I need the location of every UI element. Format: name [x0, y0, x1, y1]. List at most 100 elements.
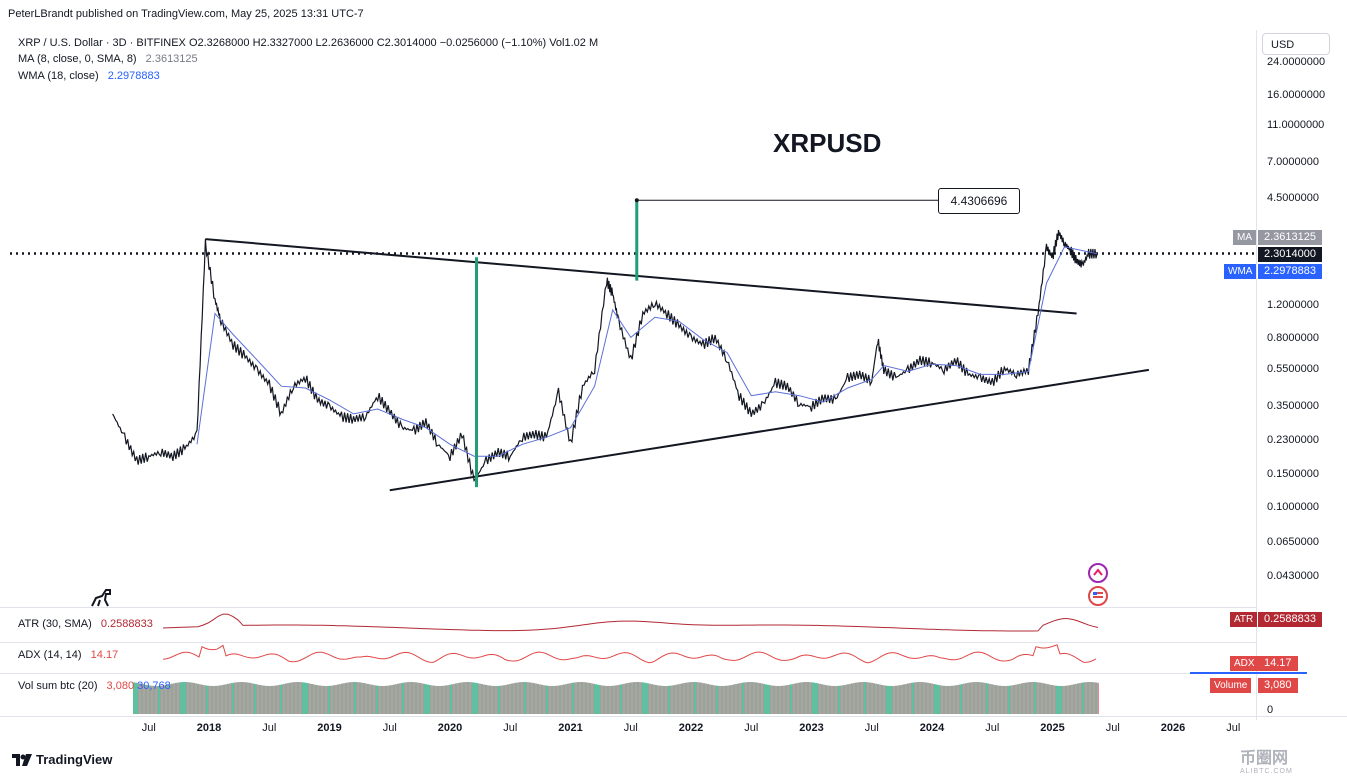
price-tick-label: 1.2000000 [1267, 299, 1319, 312]
atr-value: 0.2588833 [100, 618, 153, 630]
currency-button[interactable]: USD [1262, 33, 1330, 55]
volume-bar [605, 685, 607, 714]
symbol-name[interactable]: XRP / U.S. Dollar · 3D · BITFINEX [18, 37, 186, 49]
pane-separator[interactable] [0, 673, 1256, 674]
volume-bar [943, 685, 945, 714]
volume-bar [647, 683, 649, 714]
volume-bar [505, 684, 507, 714]
volume-bar [1017, 684, 1019, 714]
tradingview-logo[interactable]: TradingView [12, 752, 112, 767]
volume-legend[interactable]: Vol sum btc (20) 3,080 30,768 [18, 680, 171, 692]
volume-bar [965, 683, 967, 714]
volume-bar [933, 683, 935, 714]
volume-bar [899, 685, 901, 714]
volume-bar [687, 682, 689, 714]
volume-bar [625, 683, 627, 714]
volume-bar [819, 683, 821, 714]
price-chart[interactable] [0, 0, 1256, 720]
volume-bar [821, 684, 823, 714]
volume-bar [593, 683, 595, 714]
volume-bar [759, 683, 761, 714]
volume-bar [243, 682, 245, 714]
ma-price-tag: 2.3613125 [1258, 230, 1322, 245]
volume-bar [387, 685, 389, 714]
volume-bar [859, 682, 861, 714]
volume-bar [471, 682, 473, 714]
volume-bar [395, 684, 397, 714]
volume-bar [657, 685, 659, 714]
volume-bar [879, 684, 881, 714]
ai-sparkle-icon[interactable] [1086, 561, 1110, 590]
volume-bar [869, 682, 871, 714]
pane-separator[interactable] [0, 607, 1256, 608]
volume-bar [509, 683, 511, 714]
volume-bar [487, 685, 489, 714]
volume-bar [1035, 682, 1037, 714]
price-tick-label: 0.2300000 [1267, 433, 1319, 446]
dinosaur-icon[interactable] [88, 584, 114, 615]
volume-bar [1043, 683, 1045, 714]
volume-bar [941, 685, 943, 714]
volume-bar [733, 684, 735, 714]
volume-bar [1029, 682, 1031, 714]
volume-bar [191, 682, 193, 714]
volume-bar [785, 685, 787, 714]
volume-value-1: 3,080 [106, 680, 135, 692]
volume-bar [381, 685, 383, 714]
volume-bar [895, 685, 897, 714]
volume-bar [485, 684, 487, 714]
pane-separator[interactable] [0, 642, 1256, 643]
measured-move-label[interactable]: 4.4306696 [938, 188, 1020, 214]
volume-bar [339, 684, 341, 714]
volume-bar [1003, 685, 1005, 714]
volume-bar [375, 685, 377, 714]
volume-bar [659, 685, 661, 714]
volume-bar [361, 682, 363, 714]
volume-bar [141, 683, 143, 714]
volume-bar [645, 682, 647, 714]
volume-bar [691, 682, 693, 714]
volume-bar [719, 685, 721, 714]
volume-bar [783, 685, 785, 714]
volume-bar [597, 684, 599, 714]
volume-bar [667, 685, 669, 714]
volume-bar [795, 683, 797, 714]
volume-bar [227, 683, 229, 714]
volume-bar [705, 683, 707, 714]
volume-bar [649, 683, 651, 714]
volume-bar [481, 684, 483, 714]
volume-bar [483, 684, 485, 714]
volume-bar [279, 684, 281, 714]
volume-bar [761, 683, 763, 714]
volume-bar [1039, 682, 1041, 714]
volume-bar [525, 682, 527, 714]
volume-bar [393, 684, 395, 714]
atr-tag: ATR [1230, 612, 1258, 627]
price-tick-label: 7.0000000 [1267, 156, 1319, 169]
ma-tag: MA [1233, 230, 1256, 245]
price-line [112, 229, 1098, 483]
volume-bar [925, 682, 927, 714]
wma-legend[interactable]: WMA (18, close) 2.2978883 [18, 69, 160, 83]
volume-bar [745, 682, 747, 714]
volume-bar [1061, 685, 1063, 714]
price-tick-label: 0.1500000 [1267, 468, 1319, 481]
volume-bar [589, 682, 591, 714]
volume-bar [1079, 683, 1081, 714]
volume-bar [825, 685, 827, 714]
site-watermark: 币圈网 ALIBTC.COM [1240, 744, 1293, 775]
volume-tag: Volume [1210, 678, 1252, 693]
adx-legend[interactable]: ADX (14, 14) 14.17 [18, 649, 118, 661]
volume-bar [763, 683, 765, 714]
atr-price-tag: 0.2588833 [1258, 612, 1322, 627]
volume-bar [883, 685, 885, 714]
volume-bar [253, 683, 255, 714]
volume-bar [157, 685, 159, 714]
volume-bar [873, 683, 875, 714]
volume-bar [473, 682, 475, 714]
ma-legend[interactable]: MA (8, close, 0, SMA, 8) 2.3613125 [18, 52, 198, 66]
volume-bar [651, 684, 653, 714]
volume-bar [865, 682, 867, 714]
atr-legend[interactable]: ATR (30, SMA) 0.2588833 [18, 618, 153, 630]
us-flag-event-icon[interactable] [1087, 585, 1109, 612]
